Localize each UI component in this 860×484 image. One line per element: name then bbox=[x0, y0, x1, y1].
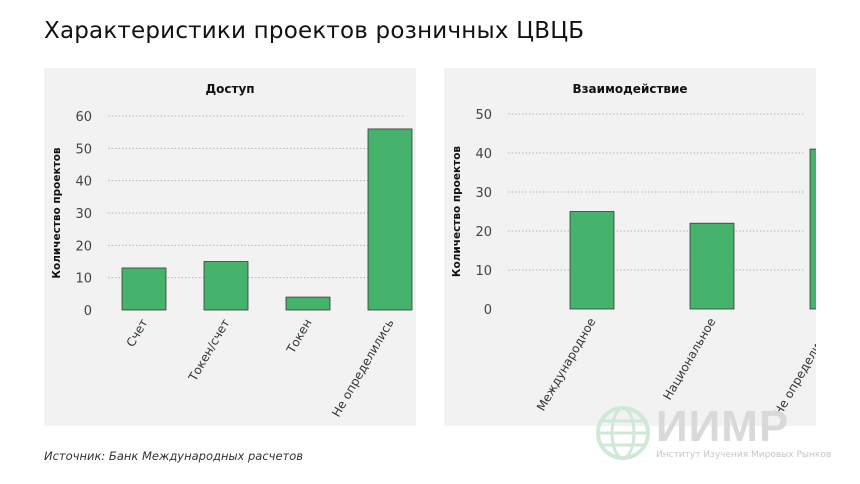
chart-panel-interaction: Взаимодействие 0 10 20 30 40 50 Количество прое… bbox=[444, 68, 816, 426]
chart-panel-access: Доступ 0 10 20 30 40 50 60 Количество проектов Сч… bbox=[44, 68, 416, 426]
logo-wordmark: ИИМР bbox=[656, 402, 790, 451]
y-axis-label: Количество проектов bbox=[51, 147, 63, 279]
chart-title: Взаимодействие bbox=[572, 82, 687, 96]
y-tick-label: 40 bbox=[475, 147, 492, 162]
y-tick-label: 30 bbox=[475, 186, 492, 201]
bar bbox=[203, 261, 249, 311]
y-tick-label: 50 bbox=[475, 108, 492, 123]
x-tick-label: Не определились bbox=[329, 317, 396, 420]
logo: ИИМР Институт Изучения Мировых Рынков bbox=[594, 402, 834, 470]
y-tick-label: 20 bbox=[75, 239, 92, 254]
y-tick-label: 60 bbox=[75, 110, 92, 125]
access-chart: Доступ 0 10 20 30 40 50 60 Количество проектов Сч… bbox=[51, 82, 413, 420]
x-tick-label: Национальное bbox=[660, 316, 718, 403]
x-tick-label: Токен/счет bbox=[185, 317, 232, 385]
y-tick-label: 0 bbox=[484, 303, 492, 318]
y-axis-label: Количество проектов bbox=[451, 146, 463, 278]
logo-subtitle: Институт Изучения Мировых Рынков bbox=[656, 450, 832, 460]
bar bbox=[809, 148, 816, 310]
y-tick-label: 40 bbox=[75, 175, 92, 190]
y-tick-label: 10 bbox=[75, 272, 92, 287]
chart-title: Доступ bbox=[205, 82, 254, 96]
x-tick-label: Международное bbox=[534, 316, 599, 414]
bar bbox=[569, 211, 615, 310]
y-tick-label: 20 bbox=[475, 225, 492, 240]
page-title: Характеристики проектов розничных ЦВЦБ bbox=[44, 18, 585, 44]
source-note: Источник: Банк Международных расчетов bbox=[44, 449, 304, 463]
globe-icon bbox=[596, 406, 650, 460]
y-tick-label: 10 bbox=[475, 264, 492, 279]
interaction-chart: Взаимодействие 0 10 20 30 40 50 Количество прое… bbox=[451, 82, 816, 418]
y-tick-label: 30 bbox=[75, 207, 92, 222]
bar bbox=[689, 222, 735, 310]
x-tick-label: Счет bbox=[124, 316, 151, 349]
bar bbox=[121, 267, 167, 311]
bar bbox=[285, 296, 331, 311]
x-tick-label: Токен bbox=[283, 317, 314, 357]
bar bbox=[367, 128, 413, 311]
y-tick-label: 0 bbox=[84, 304, 92, 319]
y-tick-label: 50 bbox=[75, 142, 92, 157]
